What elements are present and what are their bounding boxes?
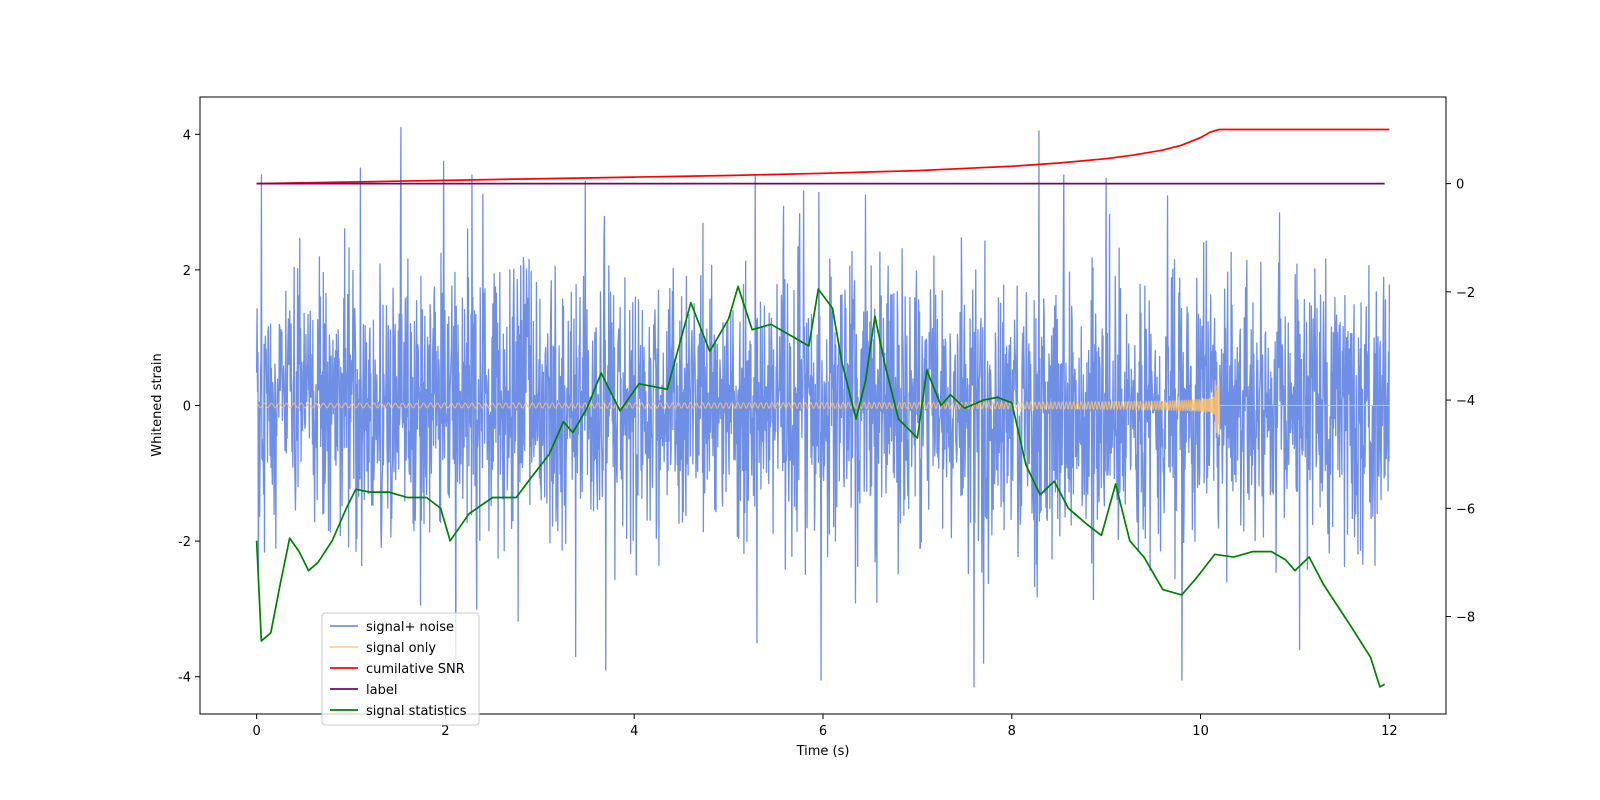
x-tick-label: 12 [1381,724,1398,739]
plot-area [255,126,1391,688]
legend-label: signal only [366,641,436,656]
y2-tick-label: −2 [1456,286,1475,301]
y-tick-label: -4 [178,671,191,686]
y-axis-label: Whitened strain [150,353,165,456]
x-tick-label: 4 [630,724,638,739]
y-axis-left: -4 -2 0 2 4 [178,128,200,686]
legend-label: signal+ noise [366,620,454,635]
y-tick-label: 4 [183,128,191,143]
y2-tick-label: −6 [1456,502,1475,517]
series-line-signal-noise [255,126,1391,688]
y-tick-label: -2 [178,535,191,550]
x-tick-label: 2 [441,724,449,739]
legend-label: label [366,683,397,698]
x-tick-label: 10 [1192,724,1209,739]
y-tick-label: 2 [183,264,191,279]
legend-label: signal statistics [366,704,467,719]
y-axis-right: −8 −6 −4 −2 0 [1446,178,1475,626]
y2-tick-label: −8 [1456,611,1475,626]
x-tick-label: 0 [252,724,260,739]
y2-tick-label: −4 [1456,394,1475,409]
y2-tick-label: 0 [1456,178,1464,193]
series-line-signal-statistics [255,285,1386,688]
y-tick-label: 0 [183,400,191,415]
legend-label: cumilative SNR [366,662,465,677]
series-line-signal-only [256,377,1390,435]
legend-box [321,612,480,726]
x-axis-label: Time (s) [796,744,850,759]
legend: signal+ noise signal only cumilative SNR la… [321,612,480,726]
x-tick-label: 8 [1008,724,1016,739]
x-tick-label: 6 [819,724,827,739]
series-line-cumilative-snr [256,128,1390,185]
